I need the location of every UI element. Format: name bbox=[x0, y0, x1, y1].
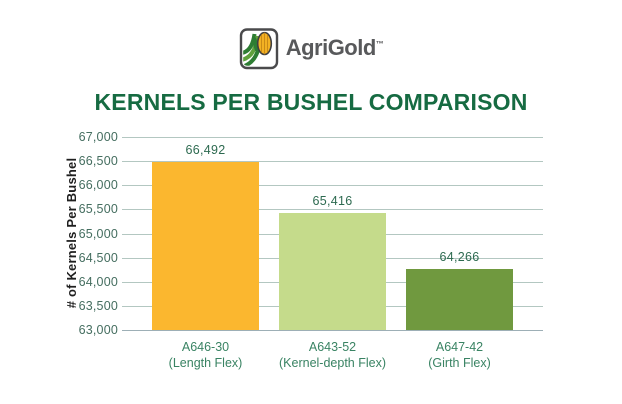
x-category-sublabel: (Length Flex) bbox=[168, 356, 243, 371]
x-category-sublabel: (Girth Flex) bbox=[428, 356, 491, 371]
y-tick-label: 63,000 bbox=[78, 323, 118, 337]
x-category-label: A646-30 (Length Flex) bbox=[152, 339, 259, 372]
y-tick-label: 64,000 bbox=[78, 274, 118, 289]
logo-brand-text: AgriGold™ bbox=[285, 35, 384, 60]
y-tick-labels: 63,000 63,500 64,000 64,500 65,000 65,500 66,0… bbox=[28, 130, 118, 337]
bars: 66,492 65,416 64,266 bbox=[122, 137, 543, 330]
gridline bbox=[122, 137, 543, 138]
y-tick-label: 65,000 bbox=[78, 226, 118, 241]
logo: AgriGold™ bbox=[0, 26, 622, 70]
y-tick-label: 65,500 bbox=[78, 202, 118, 217]
bar-A643-52: 65,416 bbox=[279, 194, 386, 330]
bar-value-label: 66,492 bbox=[185, 142, 226, 157]
x-axis-labels: A646-30 (Length Flex) A643-52 (Kernel-depth… bbox=[122, 339, 543, 372]
gridline bbox=[122, 185, 543, 186]
gridline bbox=[122, 161, 543, 162]
y-tick-label: 66,000 bbox=[78, 178, 118, 193]
bar-A646-30: 66,492 bbox=[152, 143, 259, 330]
bar-A647-42: 64,266 bbox=[406, 250, 513, 330]
bar-value-label: 64,266 bbox=[439, 249, 480, 264]
y-tick-label: 66,500 bbox=[78, 154, 118, 169]
x-category-label: A647-42 (Girth Flex) bbox=[406, 339, 513, 372]
plot-area: 66,492 65,416 64,266 bbox=[122, 137, 543, 331]
y-tick-label: 63,500 bbox=[78, 298, 118, 313]
x-category-sublabel: (Kernel-depth Flex) bbox=[279, 356, 386, 371]
y-tick-label: 67,000 bbox=[78, 130, 118, 144]
bar-value-label: 65,416 bbox=[312, 194, 353, 209]
trademark-symbol: ™ bbox=[375, 39, 384, 49]
x-axis-baseline bbox=[122, 330, 543, 331]
x-category-label: A643-52 (Kernel-depth Flex) bbox=[279, 339, 386, 372]
page-title: KERNELS PER BUSHEL COMPARISON bbox=[94, 89, 528, 115]
x-category-name: A646-30 bbox=[181, 340, 230, 354]
corn-logo-icon bbox=[239, 26, 279, 70]
x-category-name: A643-52 bbox=[308, 340, 357, 354]
gridline bbox=[122, 209, 543, 210]
y-tick-label: 64,500 bbox=[78, 250, 118, 265]
x-category-name: A647-42 bbox=[435, 340, 484, 354]
